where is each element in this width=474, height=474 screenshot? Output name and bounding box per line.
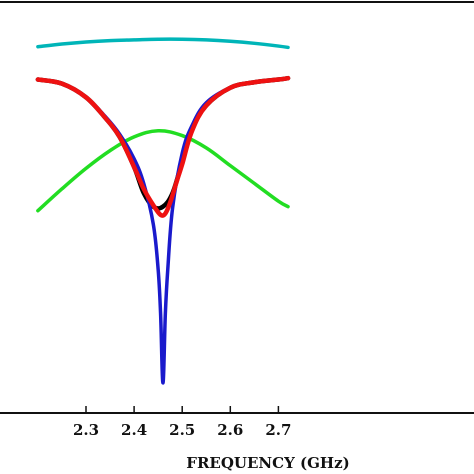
x-tick-label: 2.3 <box>73 421 99 439</box>
x-axis-title: FREQUENCY (GHz) <box>186 454 349 472</box>
x-axis-ticks: 2.3 2.4 2.5 2.6 2.7 <box>73 406 291 439</box>
x-tick-label: 2.6 <box>217 421 243 439</box>
x-tick-label: 2.7 <box>265 421 291 439</box>
plot-frame <box>0 1 474 414</box>
series-line-4 <box>36 76 290 385</box>
series-line-1 <box>36 37 290 50</box>
series-line-3 <box>35 75 291 211</box>
series-line-5 <box>35 75 291 218</box>
x-tick-label: 2.5 <box>169 421 195 439</box>
plot-area <box>35 37 291 385</box>
series-line-2 <box>36 129 290 213</box>
x-tick-label: 2.4 <box>121 421 147 439</box>
